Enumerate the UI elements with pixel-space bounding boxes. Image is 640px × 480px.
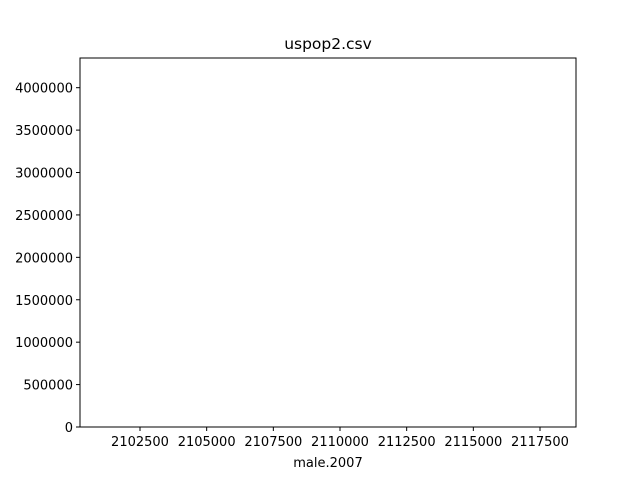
y-tick-label: 2500000 xyxy=(15,209,73,224)
y-tick-label: 1500000 xyxy=(15,294,73,309)
x-tick-label: 2112500 xyxy=(378,435,436,450)
y-axis: 0 500000 1000000 1500000 2000000 2500000 30000… xyxy=(15,82,80,436)
x-tick-label: 2115000 xyxy=(444,435,502,450)
x-tick-label: 2105000 xyxy=(178,435,236,450)
chart-title: uspop2.csv xyxy=(284,35,372,53)
x-tick-label: 2107500 xyxy=(244,435,302,450)
plot-area xyxy=(79,57,577,428)
y-tick-label: 4000000 xyxy=(15,82,73,97)
y-tick-label: 1000000 xyxy=(15,336,73,351)
x-axis: 2102500 2105000 2107500 2110000 2112500 21150… xyxy=(111,427,569,450)
y-tick-label: 3000000 xyxy=(15,167,73,182)
y-tick-label: 500000 xyxy=(23,379,73,394)
y-tick-label: 0 xyxy=(65,421,73,436)
y-tick-label: 2000000 xyxy=(15,251,73,266)
x-tick-label: 2110000 xyxy=(311,435,369,450)
y-tick-label: 3500000 xyxy=(15,124,73,139)
x-tick-label: 2117500 xyxy=(511,435,569,450)
x-axis-label: male.2007 xyxy=(293,456,362,471)
x-tick-label: 2102500 xyxy=(111,435,169,450)
